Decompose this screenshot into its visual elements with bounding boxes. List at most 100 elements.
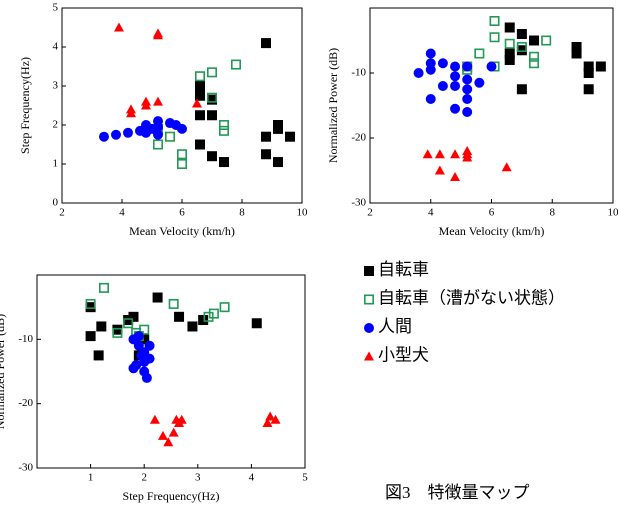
- point: [195, 71, 206, 82]
- point: [516, 45, 527, 56]
- point: [139, 356, 150, 367]
- point: [96, 321, 107, 332]
- x-tick-label: 3: [195, 472, 201, 484]
- point: [219, 125, 230, 136]
- point: [85, 298, 96, 309]
- x-tick-label: 10: [608, 207, 620, 219]
- point: [422, 149, 433, 159]
- point: [219, 157, 229, 168]
- point: [177, 123, 187, 134]
- point: [149, 414, 160, 424]
- point: [207, 94, 217, 105]
- legend-marker: [364, 266, 374, 276]
- point: [85, 302, 96, 313]
- point: [541, 35, 552, 46]
- point: [114, 22, 124, 32]
- y-tick-label: 2: [53, 119, 59, 131]
- point: [437, 81, 448, 91]
- y-axis-label: Step Frequency(Hz): [18, 57, 32, 154]
- point: [261, 38, 271, 49]
- point: [168, 427, 179, 437]
- point: [153, 96, 163, 106]
- y-tick-label: 4: [53, 41, 59, 53]
- point: [153, 121, 163, 132]
- x-tick-label: 4: [249, 472, 255, 484]
- point: [504, 38, 515, 49]
- point: [516, 84, 527, 95]
- point: [504, 55, 515, 65]
- point: [486, 61, 497, 72]
- point: [270, 414, 281, 424]
- point: [462, 146, 473, 155]
- point: [262, 417, 273, 427]
- point: [177, 159, 188, 170]
- point: [425, 94, 436, 104]
- point: [207, 67, 218, 78]
- point: [462, 107, 473, 117]
- y-tick-label: 0: [53, 197, 59, 209]
- legend-label: 自転車: [378, 260, 429, 279]
- point: [192, 98, 202, 108]
- point: [285, 131, 295, 142]
- point: [157, 430, 168, 440]
- point: [174, 311, 185, 322]
- point: [195, 81, 205, 91]
- point: [123, 315, 134, 326]
- point: [474, 48, 485, 59]
- point: [195, 110, 205, 121]
- point: [111, 129, 121, 140]
- plot-frame: [369, 7, 614, 204]
- point: [207, 110, 217, 121]
- point: [425, 64, 436, 75]
- point: [265, 411, 276, 421]
- point: [529, 58, 540, 69]
- point: [128, 363, 139, 374]
- legend-marker: [364, 323, 374, 333]
- point: [489, 32, 500, 43]
- point: [203, 311, 214, 322]
- x-tick-label: 10: [297, 207, 309, 219]
- point: [571, 48, 582, 59]
- y-tick-label: -10: [351, 67, 366, 79]
- point: [583, 68, 594, 78]
- y-tick-label: -20: [18, 397, 33, 409]
- x-tick-label: 8: [239, 207, 245, 219]
- point: [462, 94, 473, 104]
- x-tick-label: 5: [302, 472, 308, 484]
- point: [273, 157, 283, 168]
- point: [450, 81, 461, 91]
- point: [123, 318, 134, 329]
- point: [141, 372, 152, 383]
- y-tick-label: 3: [53, 80, 59, 92]
- y-tick-label: 5: [53, 2, 59, 14]
- point: [112, 327, 123, 338]
- point: [219, 302, 230, 313]
- point: [99, 131, 109, 142]
- y-tick-label: -10: [18, 333, 33, 345]
- point: [153, 139, 164, 150]
- point: [462, 152, 473, 162]
- point: [198, 315, 209, 326]
- point: [529, 51, 540, 62]
- point: [187, 321, 198, 332]
- point: [437, 58, 448, 69]
- point: [176, 414, 187, 424]
- point: [571, 42, 582, 52]
- point: [85, 331, 96, 342]
- point: [425, 48, 436, 59]
- point: [168, 298, 179, 309]
- point: [141, 127, 151, 138]
- point: [144, 340, 155, 351]
- point: [219, 120, 230, 131]
- point: [583, 84, 594, 95]
- point: [583, 61, 594, 72]
- point: [413, 68, 424, 78]
- point: [462, 74, 473, 85]
- y-tick-label: 1: [53, 158, 59, 170]
- plot-frame: [61, 7, 303, 204]
- point: [207, 92, 218, 103]
- point: [434, 165, 445, 175]
- point: [504, 48, 515, 59]
- x-axis-label: Mean Velocity (km/h): [439, 224, 545, 238]
